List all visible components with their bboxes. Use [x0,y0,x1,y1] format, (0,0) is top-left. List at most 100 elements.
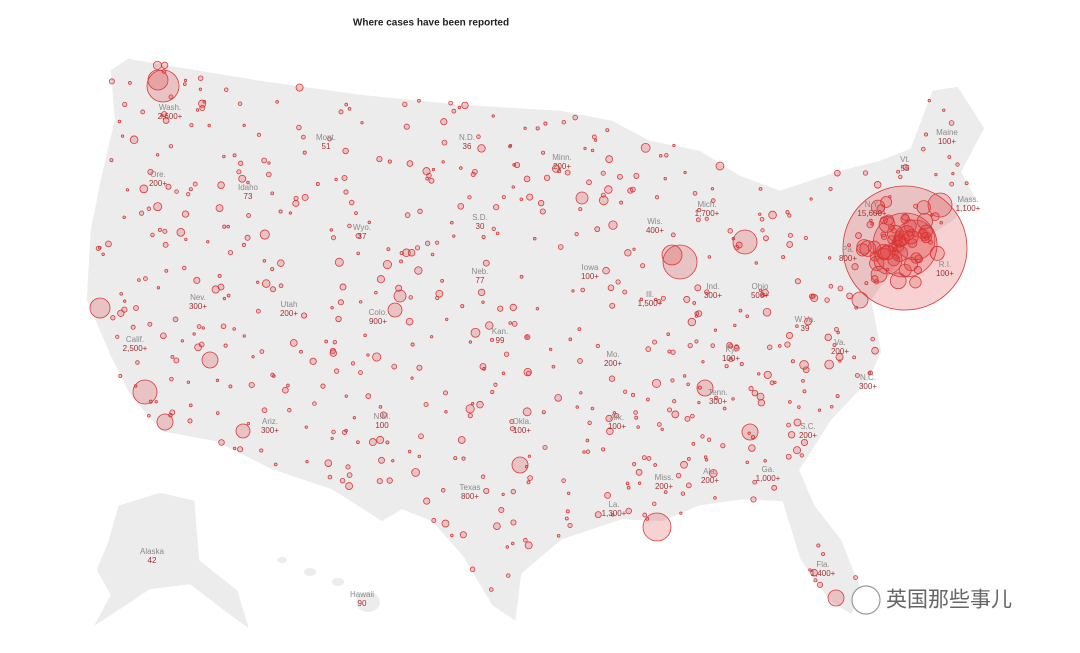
case-bubble [885,267,890,272]
case-bubble [854,373,860,378]
case-bubble [787,431,796,439]
case-bubble [715,161,725,171]
case-bubble [663,176,667,181]
case-bubble [731,397,735,401]
case-bubble [227,249,234,256]
case-bubble [140,109,146,115]
case-bubble [337,299,344,306]
case-bubble [895,256,899,260]
land [85,57,986,632]
case-bubble [828,283,834,289]
case-bubble [541,410,546,415]
case-bubble [350,361,356,366]
case-bubble [416,364,423,371]
case-bubble [211,285,220,294]
state-count: 1,000+ [756,474,781,483]
case-bubble [752,479,758,485]
case-bubble [407,449,412,454]
case-bubble [415,245,421,251]
case-bubble [713,496,717,500]
case-bubble [684,415,691,422]
case-bubble [701,360,705,364]
case-bubble [431,167,436,172]
case-bubble [201,326,205,330]
state-name: Idaho [238,183,259,192]
case-bubble [206,240,210,244]
case-bubble [856,243,870,257]
case-bubble [816,581,824,588]
case-bubble [640,263,646,269]
case-bubble [710,198,716,203]
case-bubble [511,320,518,327]
case-bubble [710,187,715,191]
case-bubble [902,164,909,171]
state-name: S.C. [800,422,816,431]
case-bubble [130,324,136,330]
case-bubble [443,390,448,396]
case-bubble [527,454,532,458]
case-bubble [704,216,709,221]
watermark: 英国那些事儿 [851,585,1012,615]
case-bubble [301,134,306,140]
case-bubble [801,378,805,383]
case-bubble [232,327,236,331]
case-bubble [519,274,524,279]
case-bubble [165,183,172,190]
case-bubble [666,332,671,336]
case-bubble [537,199,545,207]
case-bubble [527,475,533,481]
case-bubble [897,232,904,239]
case-bubble [156,286,161,290]
case-bubble [161,61,169,69]
case-bubble [232,446,237,451]
case-bubble [630,392,636,398]
case-bubble [490,389,495,395]
case-bubble [288,211,292,215]
case-bubble [623,389,628,394]
case-bubble [378,456,385,464]
case-bubble [215,411,220,415]
case-bubble [354,211,358,215]
watermark-icon [851,585,881,615]
case-bubble [238,174,247,183]
case-bubble [873,181,882,189]
case-bubble [686,382,690,387]
case-bubble [110,315,116,321]
case-bubble [898,263,912,277]
case-bubble [757,399,765,407]
case-bubble [345,482,354,490]
state-name: Mass. [957,195,978,204]
case-bubble [232,153,237,158]
case-bubble [834,169,841,177]
state-count: 100+ [513,426,531,435]
case-bubble [817,408,822,412]
case-bubble [728,357,734,363]
state-count: 100+ [722,354,740,363]
case-bubble [667,349,672,354]
case-bubble [237,446,244,453]
case-bubble [626,485,631,490]
case-bubble [654,297,658,302]
case-bubble [672,399,677,404]
state-name: Mont. [316,133,336,142]
case-bubble [642,512,672,542]
state-name: Ga. [762,465,775,474]
state-count: 37 [358,232,367,241]
case-bubble [761,288,769,297]
case-bubble [450,220,454,225]
state-name: S.D. [472,213,488,222]
state-count: 100+ [936,269,954,278]
case-bubble [508,321,512,325]
case-bubble [561,119,567,125]
state-count: 1,500+ [638,299,663,308]
case-bubble [920,232,930,242]
case-bubble [760,228,765,233]
case-bubble [660,427,664,431]
case-bubble [488,587,494,592]
case-bubble [604,491,612,499]
case-bubble [787,232,793,238]
case-bubble [700,434,705,439]
state-count: 1,100+ [956,204,981,213]
case-bubble [498,507,505,514]
